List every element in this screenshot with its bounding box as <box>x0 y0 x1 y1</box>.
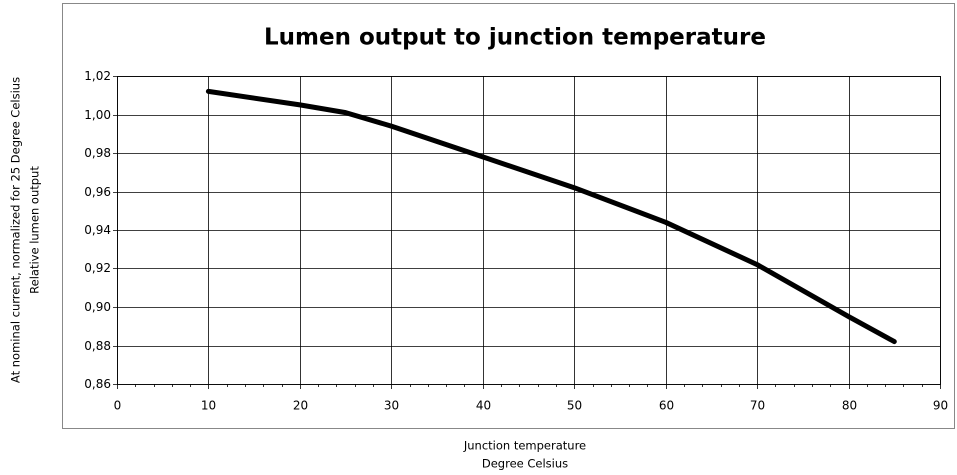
y-tick-label: 1,00 <box>84 108 111 122</box>
y-axis-label: Relative lumen output <box>28 166 42 294</box>
x-axis-label: Junction temperature <box>463 439 586 453</box>
x-tick-label: 0 <box>114 399 122 413</box>
x-tick-label: 60 <box>659 399 674 413</box>
chart-title: Lumen output to junction temperature <box>264 25 766 51</box>
plot-border <box>117 76 941 385</box>
x-tick-label: 50 <box>567 399 582 413</box>
y-tick-label: 0,96 <box>84 185 111 199</box>
y-tick-label: 0,86 <box>84 377 111 391</box>
x-tick-label: 70 <box>750 399 765 413</box>
y-tick-label: 0,98 <box>84 146 111 160</box>
x-tick-label: 80 <box>842 399 857 413</box>
y-tick-label: 0,94 <box>84 223 111 237</box>
x-tick-label: 30 <box>384 399 399 413</box>
y-tick-label: 0,88 <box>84 339 111 353</box>
x-tick-label: 40 <box>476 399 491 413</box>
y-axis-label: At nominal current, normalized for 25 De… <box>9 77 23 383</box>
y-tick-label: 1,02 <box>84 69 111 83</box>
x-tick-label: 10 <box>201 399 216 413</box>
x-tick-label: 20 <box>293 399 308 413</box>
chart-frame <box>62 3 955 429</box>
x-tick-label: 90 <box>933 399 948 413</box>
y-tick-label: 0,90 <box>84 300 111 314</box>
x-axis-label: Degree Celsius <box>482 457 568 471</box>
y-tick-label: 0,92 <box>84 261 111 275</box>
data-line <box>205 88 897 345</box>
